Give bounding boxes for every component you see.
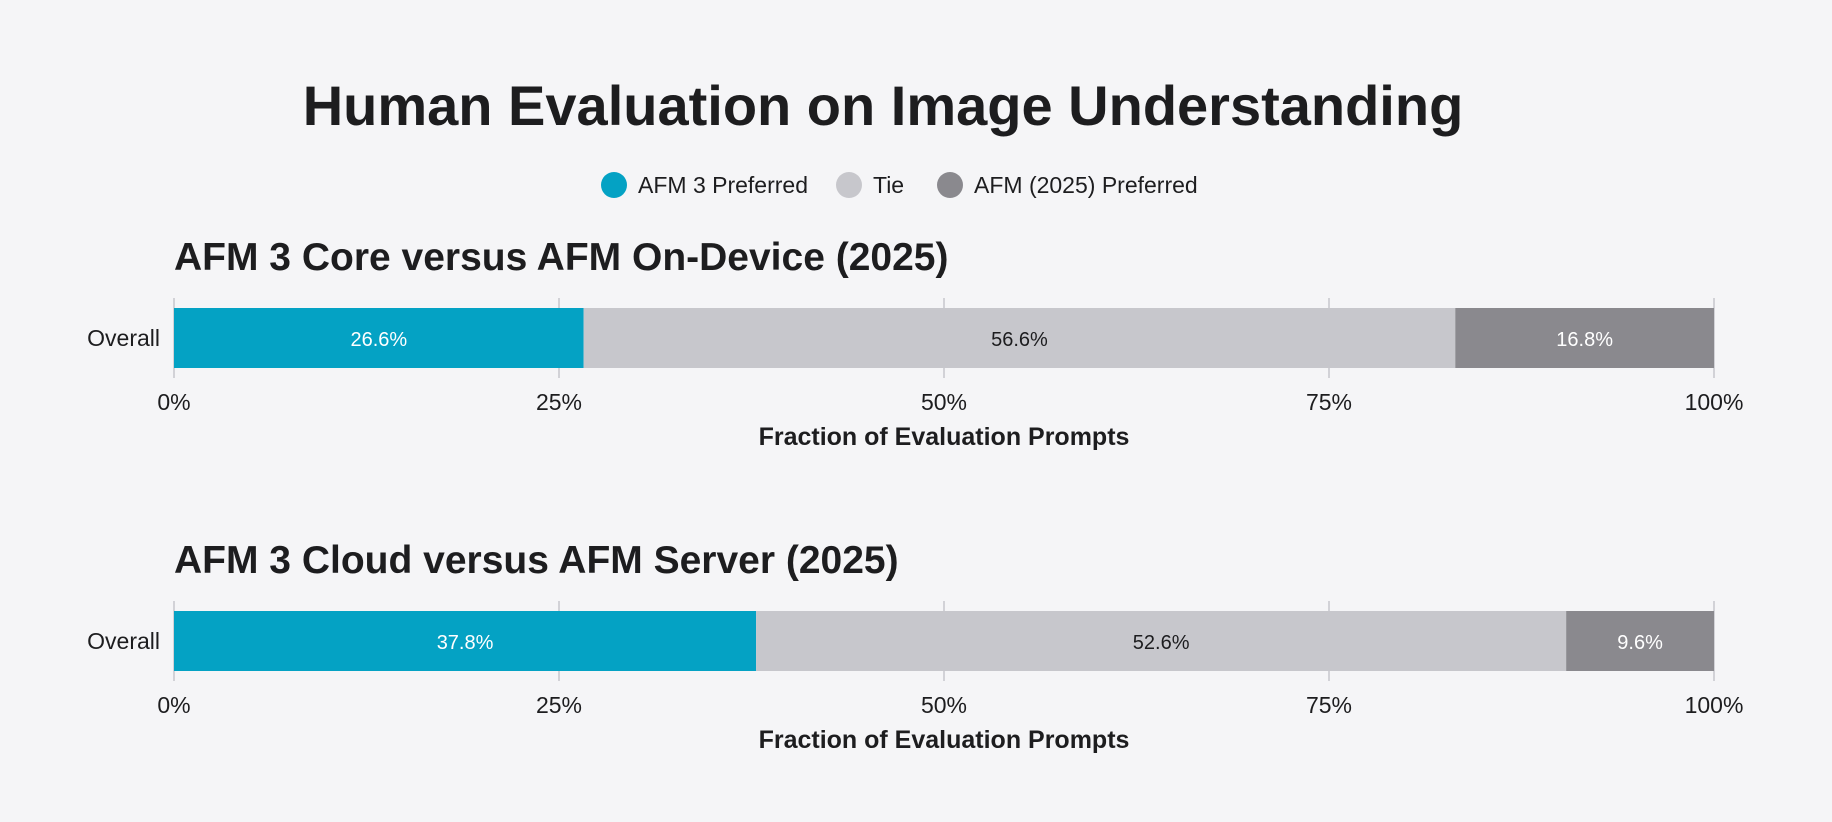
- chart-panel: AFM 3 Core versus AFM On-Device (2025) 0%…: [87, 236, 1743, 451]
- x-tick-label: 100%: [1685, 389, 1744, 415]
- x-tick-label: 75%: [1306, 692, 1352, 718]
- panel-title: AFM 3 Core versus AFM On-Device (2025): [174, 236, 948, 279]
- bar-data-label: 56.6%: [991, 329, 1048, 351]
- legend: AFM 3 Preferred Tie AFM (2025) Preferred: [601, 172, 1198, 198]
- chart-title: Human Evaluation on Image Understanding: [303, 74, 1464, 137]
- legend-item: AFM (2025) Preferred: [937, 172, 1198, 198]
- bar-segment: [174, 611, 757, 671]
- bar-data-label: 16.8%: [1556, 329, 1613, 351]
- bar-segment: [1566, 611, 1714, 671]
- panel-title: AFM 3 Cloud versus AFM Server (2025): [174, 539, 899, 582]
- legend-item: AFM 3 Preferred: [601, 172, 808, 198]
- legend-swatch: [601, 172, 627, 198]
- legend-swatch: [937, 172, 963, 198]
- x-tick-label: 25%: [536, 389, 582, 415]
- bar-segment: [583, 308, 1456, 368]
- x-axis-label: Fraction of Evaluation Prompts: [759, 423, 1130, 451]
- bar-data-label: 52.6%: [1133, 632, 1190, 654]
- legend-label: AFM 3 Preferred: [638, 172, 808, 198]
- x-tick-label: 50%: [921, 692, 967, 718]
- legend-label: Tie: [873, 172, 904, 198]
- x-axis-label: Fraction of Evaluation Prompts: [759, 726, 1130, 754]
- chart-panel: AFM 3 Cloud versus AFM Server (2025) 0% 25…: [87, 539, 1743, 754]
- bar-data-label: 9.6%: [1617, 632, 1663, 654]
- x-tick-label: 0%: [157, 692, 190, 718]
- x-tick-label: 50%: [921, 389, 967, 415]
- bar-segment: [174, 308, 584, 368]
- legend-swatch: [836, 172, 862, 198]
- bar-data-label: 37.8%: [437, 632, 494, 654]
- bar-segment: [756, 611, 1567, 671]
- x-tick-label: 75%: [1306, 389, 1352, 415]
- bar-segment: [1455, 308, 1714, 368]
- category-label: Overall: [87, 325, 160, 351]
- chart-panels: AFM 3 Core versus AFM On-Device (2025) 0%…: [87, 236, 1743, 754]
- category-label: Overall: [87, 628, 160, 654]
- bar-data-label: 26.6%: [350, 329, 407, 351]
- legend-item: Tie: [836, 172, 904, 198]
- x-tick-label: 25%: [536, 692, 582, 718]
- x-tick-label: 0%: [157, 389, 190, 415]
- legend-label: AFM (2025) Preferred: [974, 172, 1198, 198]
- x-tick-label: 100%: [1685, 692, 1744, 718]
